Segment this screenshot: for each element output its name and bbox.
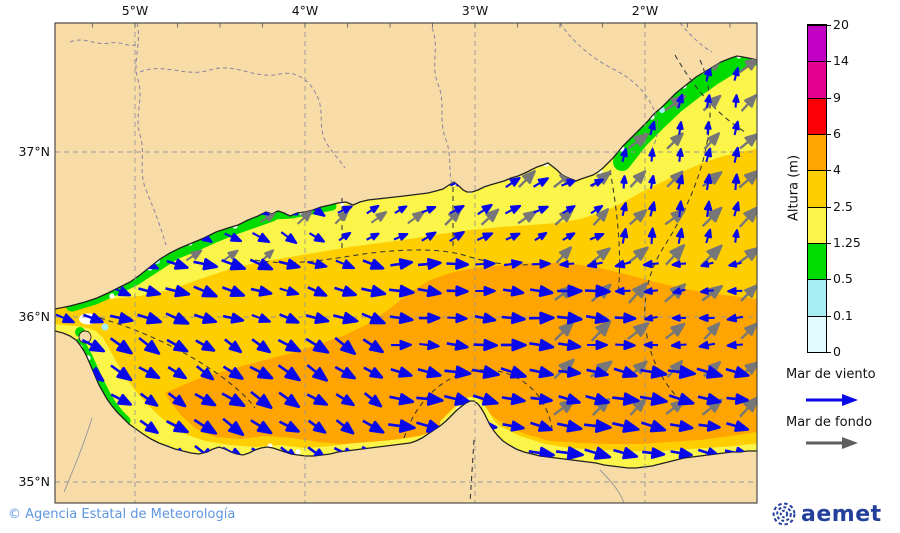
north-coastline <box>55 55 757 310</box>
south-coastline <box>55 330 757 469</box>
lon-tick-label: 4°W <box>291 3 319 18</box>
aemet-logo: aemet <box>770 500 882 528</box>
colorbar-tick <box>808 61 831 63</box>
colorbar-tick-label: 2.5 <box>833 198 853 214</box>
lat-tick-label: 36°N <box>18 309 50 324</box>
colorbar-tick-label: 1.25 <box>833 235 861 250</box>
colorbar-tick-label: 4 <box>833 162 841 178</box>
lon-tick-label: 5°W <box>121 3 149 18</box>
copyright-text: © Agencia Estatal de Meteorología <box>8 507 236 522</box>
swell-arrow-icon <box>806 437 858 449</box>
aemet-swirl-icon <box>772 502 796 526</box>
colorbar-tick-label: 0 <box>833 344 841 359</box>
axis-minor-ticks <box>92 23 731 28</box>
colorbar-tick <box>808 315 831 317</box>
lon-tick-label: 3°W <box>461 3 489 18</box>
colorbar-tick <box>808 243 831 244</box>
colorbar-tick-label: 20 <box>833 17 849 32</box>
colorbar-tick-label: 9 <box>833 89 841 105</box>
admin-boundaries <box>69 23 713 246</box>
colorbar-tick <box>808 206 831 208</box>
colorbar-segment-0.5-1.25 <box>808 243 826 280</box>
colorbar-tick <box>808 352 831 353</box>
aemet-wordmark: aemet <box>801 501 882 527</box>
colorbar-tick-label: 14 <box>833 53 849 69</box>
colorbar-tick <box>808 97 831 99</box>
wind-sea-arrow-icon <box>806 394 858 406</box>
colorbar-tick-label: 0.5 <box>833 271 853 287</box>
map-frame <box>54 22 758 504</box>
colorbar-segment-6-9 <box>808 97 826 134</box>
colorbar-tick <box>808 170 831 172</box>
colorbar-segment-14-20 <box>808 25 826 62</box>
colorbar-tick-label: 0.1 <box>833 307 853 323</box>
colorbar-segment-1.25-2.5 <box>808 206 826 243</box>
colorbar-segment-2.5-4 <box>808 170 826 207</box>
lat-tick-label: 37°N <box>18 144 50 159</box>
iberia-landmass <box>55 23 757 309</box>
colorbar-tick <box>808 279 831 281</box>
colorbar-tick-label: 6 <box>833 126 841 141</box>
lat-tick-label: 35°N <box>18 474 50 489</box>
colorbar-segment-0-0.1 <box>808 315 826 352</box>
colorbar-segment-9-14 <box>808 61 826 98</box>
colorbar-title: Altura (m) <box>786 154 802 222</box>
colorbar-segment-0.1-0.5 <box>808 279 826 316</box>
africa-landmass <box>55 331 757 503</box>
land-rivers-borders <box>63 417 625 503</box>
swell-legend-label: Mar de fondo <box>786 415 873 430</box>
colorbar-segment-4-6 <box>808 134 826 171</box>
wave-height-colorbar <box>807 24 827 353</box>
colorbar-tick <box>808 134 831 135</box>
colorbar-tick <box>808 25 831 26</box>
lon-tick-label: 2°W <box>631 3 659 18</box>
wind-sea-legend-label: Mar de viento <box>786 367 876 382</box>
